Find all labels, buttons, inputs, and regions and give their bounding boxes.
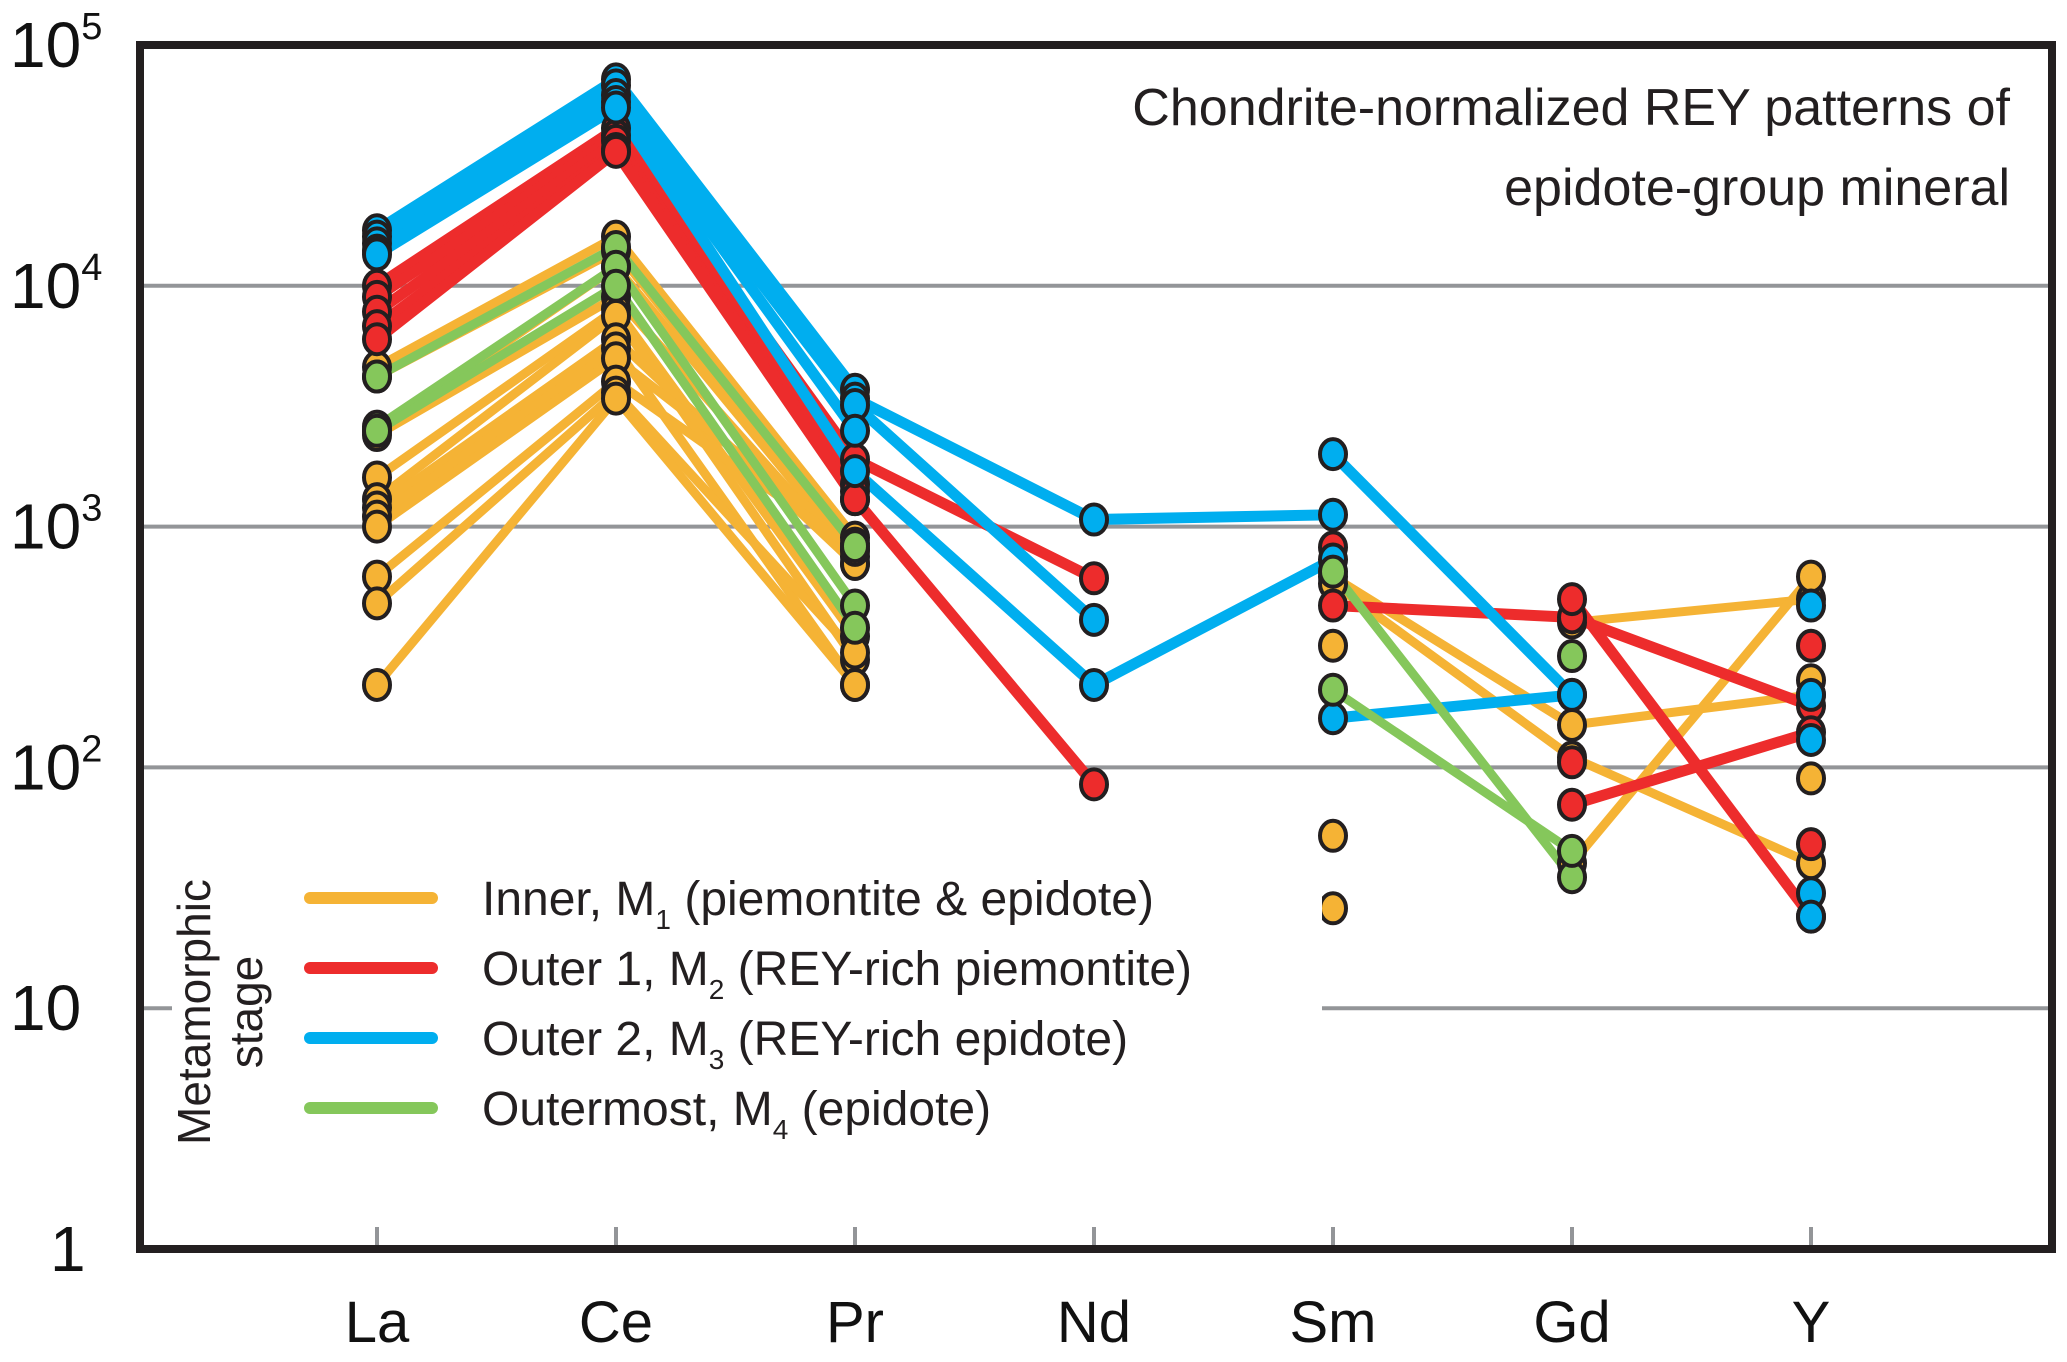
y-tick-label-1: 1 xyxy=(50,1213,86,1285)
data-point-1-Sm xyxy=(1318,628,1348,663)
legend-label-4: Outermost, M4 (epidote) xyxy=(482,1083,991,1145)
data-point-4-Ce xyxy=(601,268,631,303)
chart-title-line-2: epidote-group mineral xyxy=(1504,159,2010,217)
legend-description: (piemontite & epidote) xyxy=(671,873,1154,926)
data-point-3-Y xyxy=(1796,588,1826,623)
data-point-3-Nd xyxy=(1079,502,1109,537)
y-tick-exponent: 4 xyxy=(81,247,102,289)
data-point-2-Gd xyxy=(1557,787,1587,822)
data-point-2-Gd xyxy=(1557,745,1587,780)
legend-description: (REY-rich epidote) xyxy=(724,1013,1128,1066)
series-line-1-18 xyxy=(1571,594,1812,627)
legend-description: (epidote) xyxy=(788,1083,991,1136)
series-points xyxy=(362,62,1826,934)
plot-frame xyxy=(136,41,2056,1253)
data-point-3-La xyxy=(362,237,392,272)
legend-background xyxy=(172,850,1322,1190)
data-point-1-Y xyxy=(1796,559,1826,594)
series-line-2-10 xyxy=(1570,726,1813,810)
legend-subscript: 2 xyxy=(709,974,725,1005)
legend-title-line-2: stage xyxy=(220,956,272,1069)
y-tick-label-10: 10 xyxy=(10,972,81,1044)
x-tick-label-Gd: Gd xyxy=(1533,1290,1610,1355)
x-tick-label-Nd: Nd xyxy=(1057,1290,1131,1355)
legend-label-1: Inner, M1 (piemontite & epidote) xyxy=(482,873,1154,935)
x-tick-label-Y: Y xyxy=(1792,1290,1831,1355)
data-point-3-Nd xyxy=(1079,602,1109,637)
data-point-2-Gd xyxy=(1557,582,1587,617)
legend: Metamorphic stage Inner, M1 (piemontite … xyxy=(168,850,1322,1190)
data-point-1-Sm xyxy=(1318,891,1348,926)
series-line-2-8 xyxy=(1567,595,1816,920)
data-point-2-Nd xyxy=(1079,767,1109,802)
legend-label-2: Outer 1, M2 (REY-rich piemontite) xyxy=(482,943,1192,1005)
data-point-2-Nd xyxy=(1079,561,1109,596)
data-point-1-Y xyxy=(1796,761,1826,796)
data-point-1-Gd xyxy=(1557,707,1587,742)
y-tick-exponent: 2 xyxy=(81,728,102,770)
legend-description: (REY-rich piemontite) xyxy=(724,943,1192,996)
legend-subscript: 4 xyxy=(773,1114,789,1145)
x-tick-label-Pr: Pr xyxy=(826,1290,884,1355)
data-point-1-Ce xyxy=(601,381,631,416)
data-point-3-Y xyxy=(1796,722,1826,757)
x-tick-labels: La Ce Pr Nd Sm Gd Y xyxy=(345,1290,1831,1355)
data-point-3-Y xyxy=(1796,677,1826,712)
data-point-1-Pr xyxy=(840,667,870,702)
series-line-1-19 xyxy=(1568,573,1815,867)
data-point-3-Nd xyxy=(1079,667,1109,702)
chart-title-line-1: Chondrite-normalized REY patterns of xyxy=(1132,79,2010,137)
legend-label-3: Outer 2, M3 (REY-rich epidote) xyxy=(482,1013,1128,1075)
x-tick-label-La: La xyxy=(345,1290,410,1355)
data-point-3-Gd xyxy=(1557,677,1587,712)
data-point-1-La xyxy=(362,586,392,621)
legend-subscript: 1 xyxy=(655,904,671,935)
data-point-1-La xyxy=(362,667,392,702)
data-point-3-Sm xyxy=(1318,701,1348,736)
data-point-4-Pr xyxy=(840,529,870,564)
series-line-3-3 xyxy=(374,89,1098,624)
data-point-4-Sm xyxy=(1318,554,1348,589)
data-point-3-Pr xyxy=(840,454,870,489)
data-point-2-Y xyxy=(1796,628,1826,663)
data-point-2-Sm xyxy=(1318,588,1348,623)
data-point-2-La xyxy=(362,322,392,357)
data-point-4-La xyxy=(362,359,392,394)
series-line-4-5 xyxy=(1330,686,1575,855)
data-point-2-Y xyxy=(1796,827,1826,862)
data-point-2-Ce xyxy=(601,134,631,169)
data-point-3-Y xyxy=(1796,899,1826,934)
data-point-4-Sm xyxy=(1318,672,1348,707)
data-point-3-Sm xyxy=(1318,497,1348,532)
data-point-4-Gd xyxy=(1557,639,1587,674)
data-point-4-Gd xyxy=(1557,833,1587,868)
data-point-3-Pr xyxy=(840,413,870,448)
series-line-3-6 xyxy=(1329,450,1576,699)
x-ticks xyxy=(375,1227,1813,1247)
y-tick-label-100: 102 xyxy=(10,728,102,803)
x-tick-label-Sm: Sm xyxy=(1290,1290,1377,1355)
legend-title-line-1: Metamorphic xyxy=(168,879,220,1145)
data-point-2-Pr xyxy=(840,482,870,517)
data-point-4-La xyxy=(362,413,392,448)
data-point-3-Ce xyxy=(601,90,631,125)
y-tick-exponent: 5 xyxy=(81,6,102,48)
x-tick-label-Ce: Ce xyxy=(579,1290,653,1355)
data-point-3-Sm xyxy=(1318,437,1348,472)
data-point-4-Pr xyxy=(840,610,870,645)
data-point-1-La xyxy=(362,509,392,544)
data-point-1-Sm xyxy=(1318,818,1348,853)
legend-subscript: 3 xyxy=(709,1044,725,1075)
y-tick-exponent: 3 xyxy=(81,488,102,530)
